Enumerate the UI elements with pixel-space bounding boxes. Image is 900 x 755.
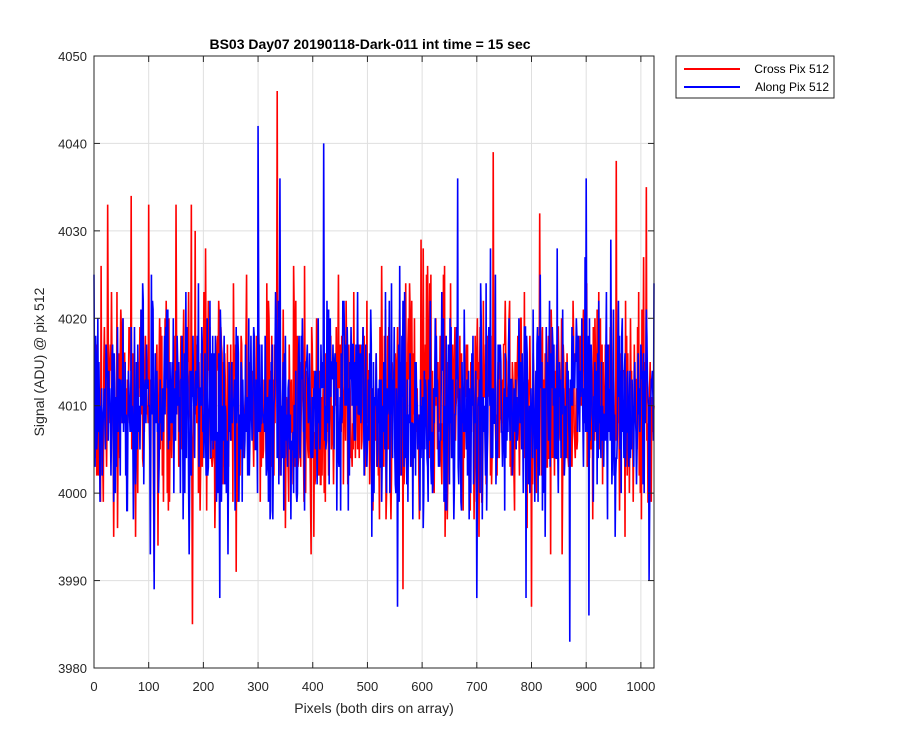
x-tick-label: 200 — [193, 679, 215, 694]
y-tick-label: 4050 — [58, 49, 87, 64]
y-tick-label: 4030 — [58, 224, 87, 239]
y-tick-label: 3990 — [58, 574, 87, 589]
y-tick-label: 4010 — [58, 399, 87, 414]
legend: Cross Pix 512 Along Pix 512 — [675, 55, 835, 99]
y-tick-label: 4040 — [58, 136, 87, 151]
x-tick-label: 500 — [357, 679, 379, 694]
x-tick-label: 400 — [302, 679, 324, 694]
x-tick-label: 900 — [575, 679, 597, 694]
series-line-1 — [93, 125, 655, 642]
legend-box — [675, 55, 835, 99]
x-tick-label: 800 — [521, 679, 543, 694]
x-tick-label: 1000 — [626, 679, 655, 694]
x-tick-label: 600 — [411, 679, 433, 694]
x-tick-label: 100 — [138, 679, 160, 694]
chart-title: BS03 Day07 20190118-Dark-011 int time = … — [209, 36, 530, 52]
x-axis-title: Pixels (both dirs on array) — [294, 700, 454, 716]
plot-frame — [93, 55, 655, 669]
axis-ticks: 0 100 200 300 400 500 600 700 800 900 1000 3980 3990… — [58, 49, 655, 694]
series-lines — [93, 90, 655, 642]
y-tick-label: 4000 — [58, 486, 87, 501]
y-tick-label: 3980 — [58, 661, 87, 676]
x-tick-label: 700 — [466, 679, 488, 694]
x-tick-label: 300 — [247, 679, 269, 694]
legend-label-cross: Cross Pix 512 — [754, 62, 829, 76]
x-tick-label: 0 — [90, 679, 97, 694]
legend-label-along: Along Pix 512 — [755, 80, 829, 94]
y-tick-label: 4020 — [58, 311, 87, 326]
y-axis-title: Signal (ADU) @ pix 512 — [31, 287, 47, 436]
